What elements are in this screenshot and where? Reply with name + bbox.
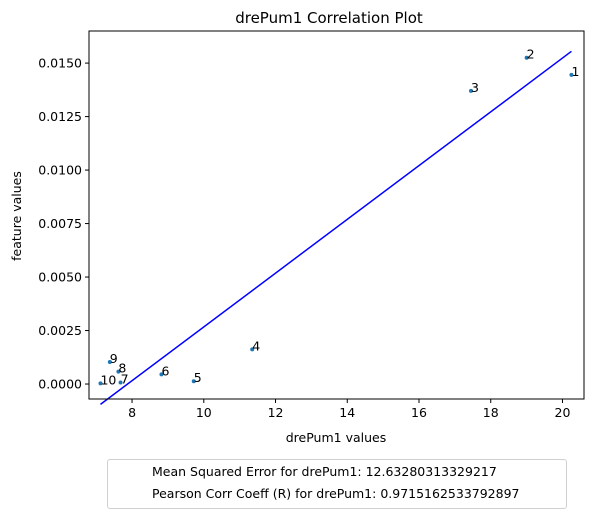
data-point-7 [118, 380, 123, 385]
y-tick-label: 0.0075 [38, 216, 82, 231]
y-axis-label: feature values [9, 171, 24, 261]
point-label-6: 6 [161, 363, 169, 378]
point-label-4: 4 [252, 338, 260, 353]
x-tick-label: 16 [411, 405, 427, 420]
y-tick-label: 0.0125 [38, 109, 82, 124]
plot-area-frame [88, 30, 585, 400]
legend-pearson-text: Pearson Corr Coeff (R) for drePum1: 0.97… [152, 486, 520, 501]
legend-mse-text: Mean Squared Error for drePum1: 12.63280… [152, 464, 497, 479]
point-label-9: 9 [110, 351, 118, 366]
x-tick-label: 20 [555, 405, 571, 420]
data-point-5 [191, 379, 196, 384]
y-tick-label: 0.0150 [38, 56, 82, 71]
data-point-8 [116, 369, 121, 374]
x-tick-label: 8 [128, 405, 136, 420]
data-point-1 [569, 72, 574, 77]
point-label-7: 7 [121, 372, 129, 387]
point-label-3: 3 [471, 80, 479, 95]
stats-legend: Mean Squared Error for drePum1: 12.63280… [107, 459, 567, 509]
data-point-6 [159, 372, 164, 377]
point-label-5: 5 [194, 370, 202, 385]
point-label-8: 8 [118, 361, 126, 376]
x-tick-label: 14 [339, 405, 355, 420]
data-point-9 [107, 359, 112, 364]
regression-line [100, 50, 572, 405]
y-tick-label: 0.0100 [38, 163, 82, 178]
y-tick-label: 0.0050 [38, 270, 82, 285]
chart-title: drePum1 Correlation Plot [235, 9, 423, 27]
y-tick-label: 0.0025 [38, 323, 82, 338]
point-label-2: 2 [527, 47, 535, 62]
x-tick-label: 12 [268, 405, 284, 420]
data-point-10 [98, 381, 103, 386]
point-label-10: 10 [100, 372, 116, 387]
data-point-2 [524, 55, 529, 60]
x-tick-label: 10 [196, 405, 212, 420]
x-axis-label: drePum1 values [286, 430, 387, 445]
point-label-1: 1 [571, 64, 579, 79]
data-point-4 [250, 347, 255, 352]
y-tick-label: 0.0000 [38, 377, 82, 392]
x-tick-label: 18 [483, 405, 499, 420]
data-point-3 [469, 88, 474, 93]
